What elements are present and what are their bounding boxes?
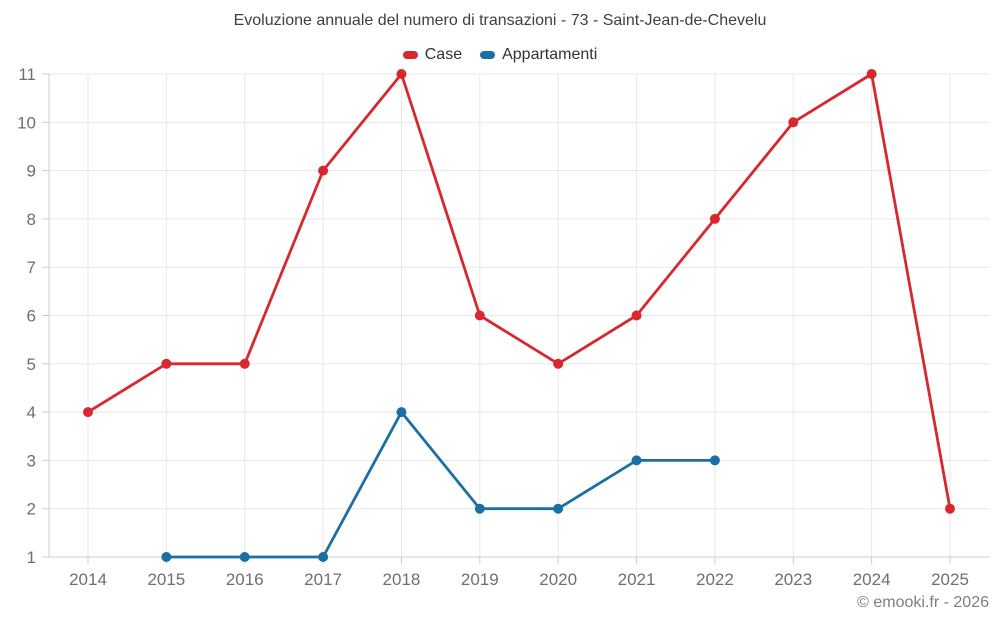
data-point-case-2019[interactable]: [474, 310, 485, 321]
data-point-appartamenti-2017[interactable]: [318, 552, 329, 562]
series-line-appartamenti: [164, 410, 717, 559]
watermark: © emooki.fr - 2026: [857, 594, 989, 611]
legend-label-appartamenti: Appartamenti: [502, 46, 598, 63]
x-tick-label-2017: 2017: [304, 570, 342, 589]
x-tick-label-2016: 2016: [226, 570, 264, 589]
data-point-appartamenti-2021[interactable]: [631, 455, 642, 466]
legend-label-case: Case: [424, 46, 463, 63]
x-tick-label-2014: 2014: [69, 570, 107, 589]
data-point-case-2016[interactable]: [239, 358, 250, 369]
data-point-appartamenti-2015[interactable]: [161, 552, 172, 562]
data-point-appartamenti-2018[interactable]: [396, 407, 407, 418]
x-tick-label-2025: 2025: [931, 570, 969, 589]
x-tick-label-2024: 2024: [853, 570, 891, 589]
series-line-case: [86, 72, 952, 511]
x-tick-label-2023: 2023: [774, 570, 812, 589]
legend-item-appartamenti[interactable]: Appartamenti: [480, 46, 597, 64]
data-point-case-2017[interactable]: [318, 165, 329, 176]
y-tick-label-9: 9: [27, 162, 36, 181]
x-tick-label-2021: 2021: [618, 570, 656, 589]
x-tick-label-2019: 2019: [461, 570, 499, 589]
legend-swatch-appartamenti: [480, 51, 496, 59]
data-point-case-2021[interactable]: [631, 310, 642, 321]
data-point-appartamenti-2016[interactable]: [239, 552, 250, 562]
chart-title: Evoluzione annuale del numero di transaz…: [233, 12, 767, 29]
y-tick-label-8: 8: [27, 210, 36, 229]
data-point-case-2023[interactable]: [788, 117, 799, 128]
y-tick-label-2: 2: [27, 500, 36, 519]
data-point-case-2018[interactable]: [396, 69, 407, 79]
x-tick-label-2022: 2022: [696, 570, 734, 589]
data-point-appartamenti-2019[interactable]: [474, 503, 485, 514]
x-tick-label-2018: 2018: [383, 570, 421, 589]
data-point-case-2024[interactable]: [866, 69, 877, 79]
data-point-case-2022[interactable]: [709, 213, 720, 224]
y-tick-label-4: 4: [27, 403, 36, 422]
legend-item-case[interactable]: Case: [402, 46, 463, 64]
y-tick-label-7: 7: [27, 258, 36, 277]
y-tick-label-3: 3: [27, 451, 36, 470]
y-tick-label-1: 1: [27, 548, 36, 567]
x-tick-label-2020: 2020: [539, 570, 577, 589]
y-tick-label-11: 11: [18, 65, 36, 84]
x-tick-label-2015: 2015: [147, 570, 185, 589]
y-tick-label-10: 10: [17, 113, 36, 132]
data-point-case-2015[interactable]: [161, 358, 172, 369]
data-point-case-2014[interactable]: [83, 407, 93, 418]
data-point-appartamenti-2020[interactable]: [553, 503, 564, 514]
legend: Case Appartamenti: [0, 46, 1000, 64]
legend-swatch-case: [402, 51, 418, 59]
y-tick-label-5: 5: [27, 355, 36, 374]
data-point-case-2025[interactable]: [945, 503, 955, 514]
data-point-case-2020[interactable]: [553, 358, 564, 369]
data-point-appartamenti-2022[interactable]: [709, 455, 720, 466]
y-tick-label-6: 6: [27, 307, 36, 326]
